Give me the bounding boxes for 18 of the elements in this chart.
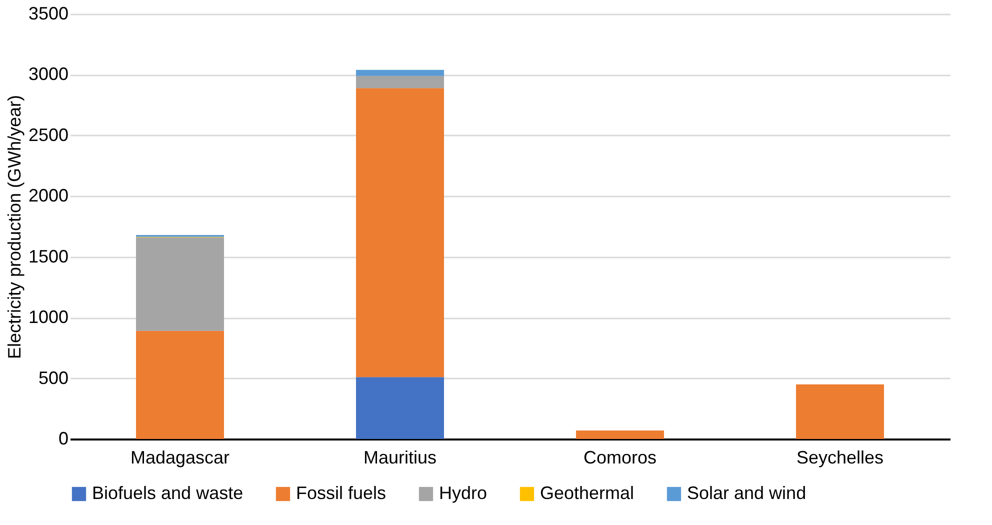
x-tick-label: Seychelles [796, 448, 884, 468]
x-tick-label: Madagascar [130, 448, 230, 468]
y-tick-label: 0 [58, 428, 68, 448]
y-tick-label: 3500 [28, 4, 68, 24]
legend-label: Solar and wind [687, 483, 806, 503]
y-axis-title: Electricity production (GWh/year) [4, 94, 24, 360]
x-tick-label: Mauritius [363, 448, 437, 468]
legend-label: Geothermal [540, 483, 634, 503]
legend-label: Fossil fuels [296, 483, 386, 503]
y-tick-label: 1500 [28, 246, 68, 266]
y-tick-label: 500 [38, 368, 68, 388]
x-tick-label: Comoros [583, 448, 657, 468]
y-tick-label: 3000 [28, 64, 68, 84]
y-tick-label: 1000 [28, 307, 68, 328]
legend-label: Hydro [439, 483, 488, 503]
y-tick-label: 2500 [28, 124, 68, 145]
y-tick-label: 2000 [28, 186, 68, 206]
legend-label: Biofuels and waste [92, 483, 244, 503]
